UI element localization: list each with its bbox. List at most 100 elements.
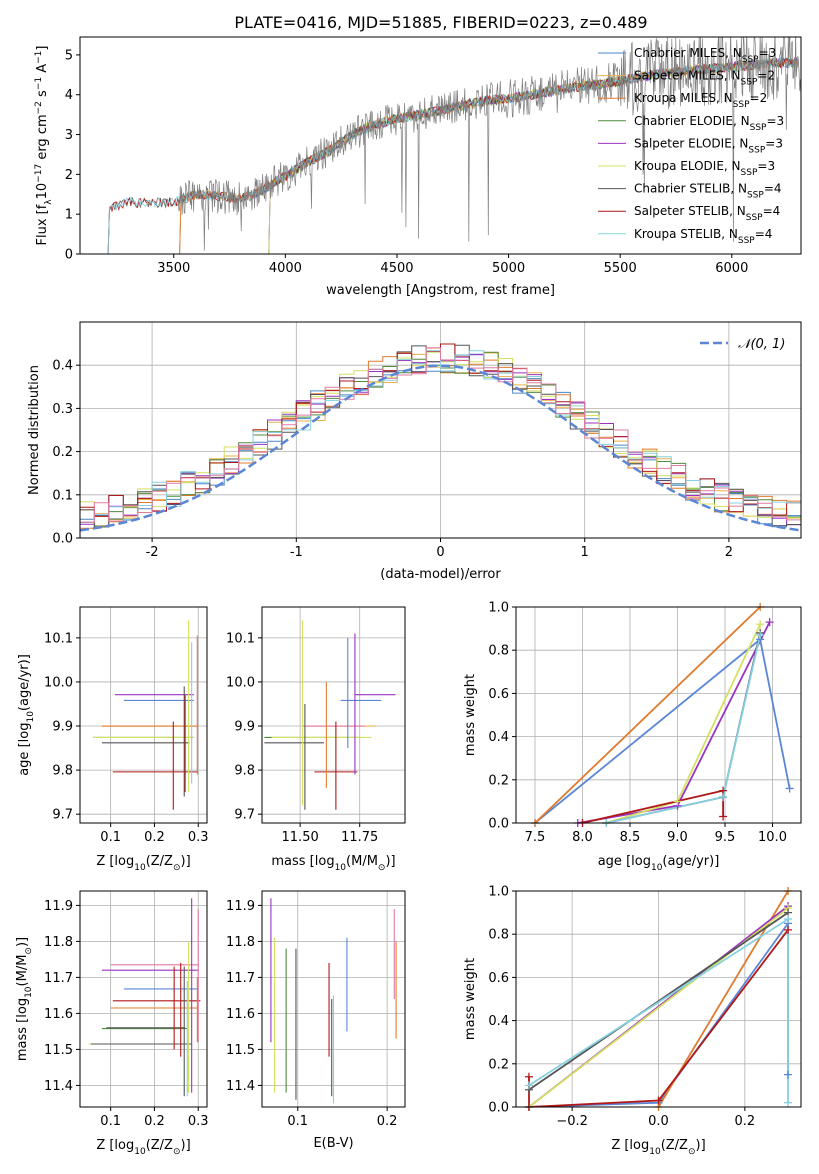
axes-frame [515,890,802,1108]
label-part: Chabrier STELIB, N [634,182,747,196]
label-part: Flux [f [35,204,50,245]
plot-area [106,37,801,254]
axes-frame [79,890,208,1108]
label-part: =3 [766,114,784,128]
label-part: s [35,90,50,101]
label-part: Chabrier ELODIE, N [634,114,750,128]
legend: Chabrier MILES, NSSP=3 Salpeter MILES, NS… [598,46,784,246]
label-part: (Z/Z [661,1138,688,1153]
label-part: mass [log [271,854,334,869]
weight-marker [524,1081,533,1090]
y-tick-label: 0 [65,248,73,263]
panel-mass-vs-EBV: 0.1 0.2 11.4 11.5 11.6 11.7 11.8 11.9 E(B-V) [226,890,406,1151]
label-part: SSP [747,191,764,201]
y-tick-label: 11.4 [226,1079,255,1094]
x-tick-label: 0 [436,545,444,560]
x-tick-label: -2 [146,545,159,560]
x-tick-label: 0.2 [144,1114,165,1129]
label-part: Z [log [96,1138,134,1153]
y-tick-label: 11.7 [44,971,73,986]
label-part: −2 [34,101,44,114]
model-spectrum-chabrier-elodie [267,57,799,254]
y-tick-label: 2 [65,168,73,183]
x-tick-label: 4000 [269,261,302,276]
label-part: ⊙ [24,947,34,955]
label-part: age [log [17,723,32,776]
label-part: λ [44,199,54,205]
label-part: =4 [763,204,781,218]
x-tick-label: 10.0 [758,830,787,845]
axes-frame [79,606,208,824]
label-part: 10 [134,1147,146,1157]
y-tick-label: 5 [65,48,73,63]
label-part: Kroupa MILES, N [634,91,733,105]
label-part: 10 [649,1147,661,1157]
x-axis-label: wavelength [Angstrom, rest frame] [326,283,555,298]
y-tick-label: 9.9 [52,720,73,735]
x-tick-label: 6000 [715,261,748,276]
y-tick-label: 0.6 [488,687,509,702]
label-part: =2 [757,69,775,83]
label-part: 10 [35,183,50,200]
plot-area [270,898,397,1104]
label-part: Z [log [96,854,134,869]
y-axis-label: Normed distribution [27,365,42,495]
weight-marker [765,618,774,627]
plot-area [80,343,801,532]
label-part: ⊙ [378,863,386,873]
legend-entry: Salpeter MILES, NSSP=2 [634,69,775,88]
label-part: SSP [742,55,759,65]
weight-marker [719,812,728,821]
label-part: 10 [335,863,347,873]
label-part: SSP [748,145,765,155]
y-tick-label: 0.0 [488,1101,509,1116]
model-spectrum-chabrier-stelib [106,57,799,254]
x-tick-label: 0.1 [100,1114,121,1129]
label-part: ] [35,46,50,51]
label-part: mass [log [15,998,30,1061]
weight-marker [784,915,793,924]
y-tick-label: 0.4 [488,730,509,745]
label-part: (M/M [15,955,30,987]
x-tick-label: 7.5 [525,830,546,845]
legend-entry: Chabrier MILES, NSSP=3 [634,46,776,65]
y-tick-label: 0.4 [488,1014,509,1029]
y-tick-label: 0.0 [488,817,509,832]
y-tick-label: 11.9 [226,899,255,914]
plot-area [93,620,199,810]
axes-frame [261,890,406,1108]
axes-frame [79,321,802,539]
label-part: Salpeter ELODIE, N [634,136,748,150]
label-part: =3 [757,159,775,173]
normal-distribution-curve [80,364,801,532]
model-spectrum-salpeter-elodie [267,57,799,254]
weight-marker [756,631,765,640]
model-spectrum-salpeter-stelib [106,57,799,254]
label-part: SSP [733,100,750,110]
x-tick-label: 0.3 [188,830,209,845]
label-part: (age/yr)] [662,854,719,869]
label-part: ⊙ [173,863,181,873]
label-part: )] [181,854,191,869]
x-axis-label: E(B-V) [313,1136,353,1151]
weight-marker [785,784,794,793]
x-tick-label: 0.0 [648,1114,669,1129]
panel-age-vs-Z: 0.1 0.2 0.39.79.89.910.010.1Z [log10(Z/Z⊙)… [17,606,209,873]
x-axis-label: age [log10(age/yr)] [598,854,720,873]
label-part: 10 [134,863,146,873]
legend-entry: Kroupa ELODIE, NSSP=3 [634,159,775,178]
x-tick-label: 0.1 [100,830,121,845]
observed-spectrum [177,37,801,251]
weight-marker [784,1098,793,1107]
y-tick-label: 11.6 [226,1007,255,1022]
x-axis-label: Z [log10(Z/Z⊙)] [96,1138,190,1157]
panel-weight-vs-Z: −0.2 0.0 0.2 0.0 0.2 0.4 0.6 0.8 1.0 Z [log10(Z/Z… [463,885,802,1157]
y-tick-label: 11.5 [44,1043,73,1058]
label-part: =3 [765,136,783,150]
y-axis-label: mass weight [463,674,478,756]
weight-line-chabrier-stelib [528,911,789,1091]
y-tick-label: 9.8 [52,764,73,779]
y-tick-label: 0.3 [52,402,73,417]
label-part: =2 [750,91,768,105]
